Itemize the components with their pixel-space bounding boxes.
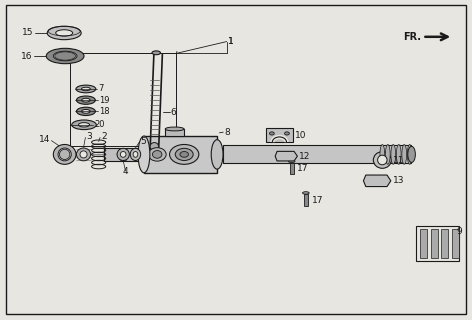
Text: 16: 16: [21, 52, 32, 60]
Ellipse shape: [72, 120, 96, 130]
Circle shape: [285, 132, 289, 135]
Ellipse shape: [152, 151, 162, 158]
Text: 11: 11: [393, 156, 404, 164]
Ellipse shape: [130, 148, 141, 161]
Text: 10: 10: [295, 131, 306, 140]
Ellipse shape: [76, 85, 96, 93]
FancyBboxPatch shape: [223, 145, 411, 163]
Ellipse shape: [391, 145, 396, 164]
Text: 6: 6: [171, 108, 177, 116]
Ellipse shape: [373, 152, 391, 168]
Ellipse shape: [82, 87, 90, 91]
Text: 4: 4: [123, 167, 128, 177]
Ellipse shape: [175, 148, 193, 161]
Text: 14: 14: [39, 135, 51, 145]
Ellipse shape: [120, 152, 126, 157]
Text: 8: 8: [224, 128, 230, 137]
Ellipse shape: [47, 26, 81, 40]
Text: 15: 15: [22, 28, 33, 37]
Ellipse shape: [117, 148, 129, 161]
Ellipse shape: [148, 148, 166, 161]
Ellipse shape: [46, 48, 84, 64]
FancyBboxPatch shape: [420, 229, 427, 258]
Ellipse shape: [169, 145, 199, 164]
Ellipse shape: [59, 149, 70, 160]
Ellipse shape: [396, 145, 401, 164]
Text: 19: 19: [99, 96, 109, 105]
Ellipse shape: [82, 109, 90, 113]
Ellipse shape: [165, 127, 184, 131]
Text: 7: 7: [98, 84, 103, 93]
Ellipse shape: [402, 145, 406, 164]
Ellipse shape: [211, 140, 223, 169]
Ellipse shape: [82, 98, 90, 102]
Ellipse shape: [133, 152, 138, 157]
FancyBboxPatch shape: [144, 136, 217, 173]
Ellipse shape: [58, 148, 71, 161]
Ellipse shape: [378, 155, 387, 165]
Text: 17: 17: [312, 196, 323, 204]
Text: 2: 2: [101, 132, 107, 141]
Ellipse shape: [80, 151, 87, 158]
Ellipse shape: [152, 51, 160, 55]
Text: 18: 18: [99, 107, 110, 116]
Text: 1: 1: [228, 37, 234, 46]
Text: 17: 17: [297, 164, 309, 173]
Text: 3: 3: [86, 132, 92, 141]
Text: 12: 12: [299, 152, 310, 161]
Text: 1: 1: [228, 37, 234, 46]
FancyBboxPatch shape: [290, 163, 294, 174]
Ellipse shape: [53, 145, 76, 164]
FancyBboxPatch shape: [266, 128, 293, 142]
FancyBboxPatch shape: [304, 194, 308, 206]
Ellipse shape: [288, 160, 295, 163]
Ellipse shape: [408, 146, 415, 163]
Ellipse shape: [53, 51, 77, 61]
Ellipse shape: [180, 152, 188, 157]
Ellipse shape: [76, 148, 91, 161]
Ellipse shape: [56, 30, 73, 36]
FancyBboxPatch shape: [165, 129, 184, 136]
Text: FR.: FR.: [404, 32, 421, 42]
Ellipse shape: [138, 136, 150, 173]
Ellipse shape: [78, 123, 90, 127]
Ellipse shape: [386, 145, 390, 164]
FancyBboxPatch shape: [6, 5, 466, 314]
Text: 13: 13: [393, 176, 404, 185]
Ellipse shape: [407, 145, 412, 164]
FancyBboxPatch shape: [104, 148, 144, 161]
Text: 20: 20: [94, 120, 104, 129]
Polygon shape: [275, 151, 297, 161]
Polygon shape: [363, 175, 391, 187]
FancyBboxPatch shape: [441, 229, 448, 258]
Ellipse shape: [150, 143, 159, 151]
Text: 5: 5: [140, 137, 146, 146]
Ellipse shape: [76, 96, 95, 104]
FancyBboxPatch shape: [430, 229, 438, 258]
Text: 9: 9: [456, 227, 462, 236]
Circle shape: [270, 132, 274, 135]
FancyBboxPatch shape: [416, 226, 459, 261]
Ellipse shape: [55, 52, 76, 60]
Ellipse shape: [76, 107, 95, 116]
Ellipse shape: [303, 192, 309, 194]
FancyBboxPatch shape: [452, 229, 459, 258]
Ellipse shape: [380, 145, 385, 164]
